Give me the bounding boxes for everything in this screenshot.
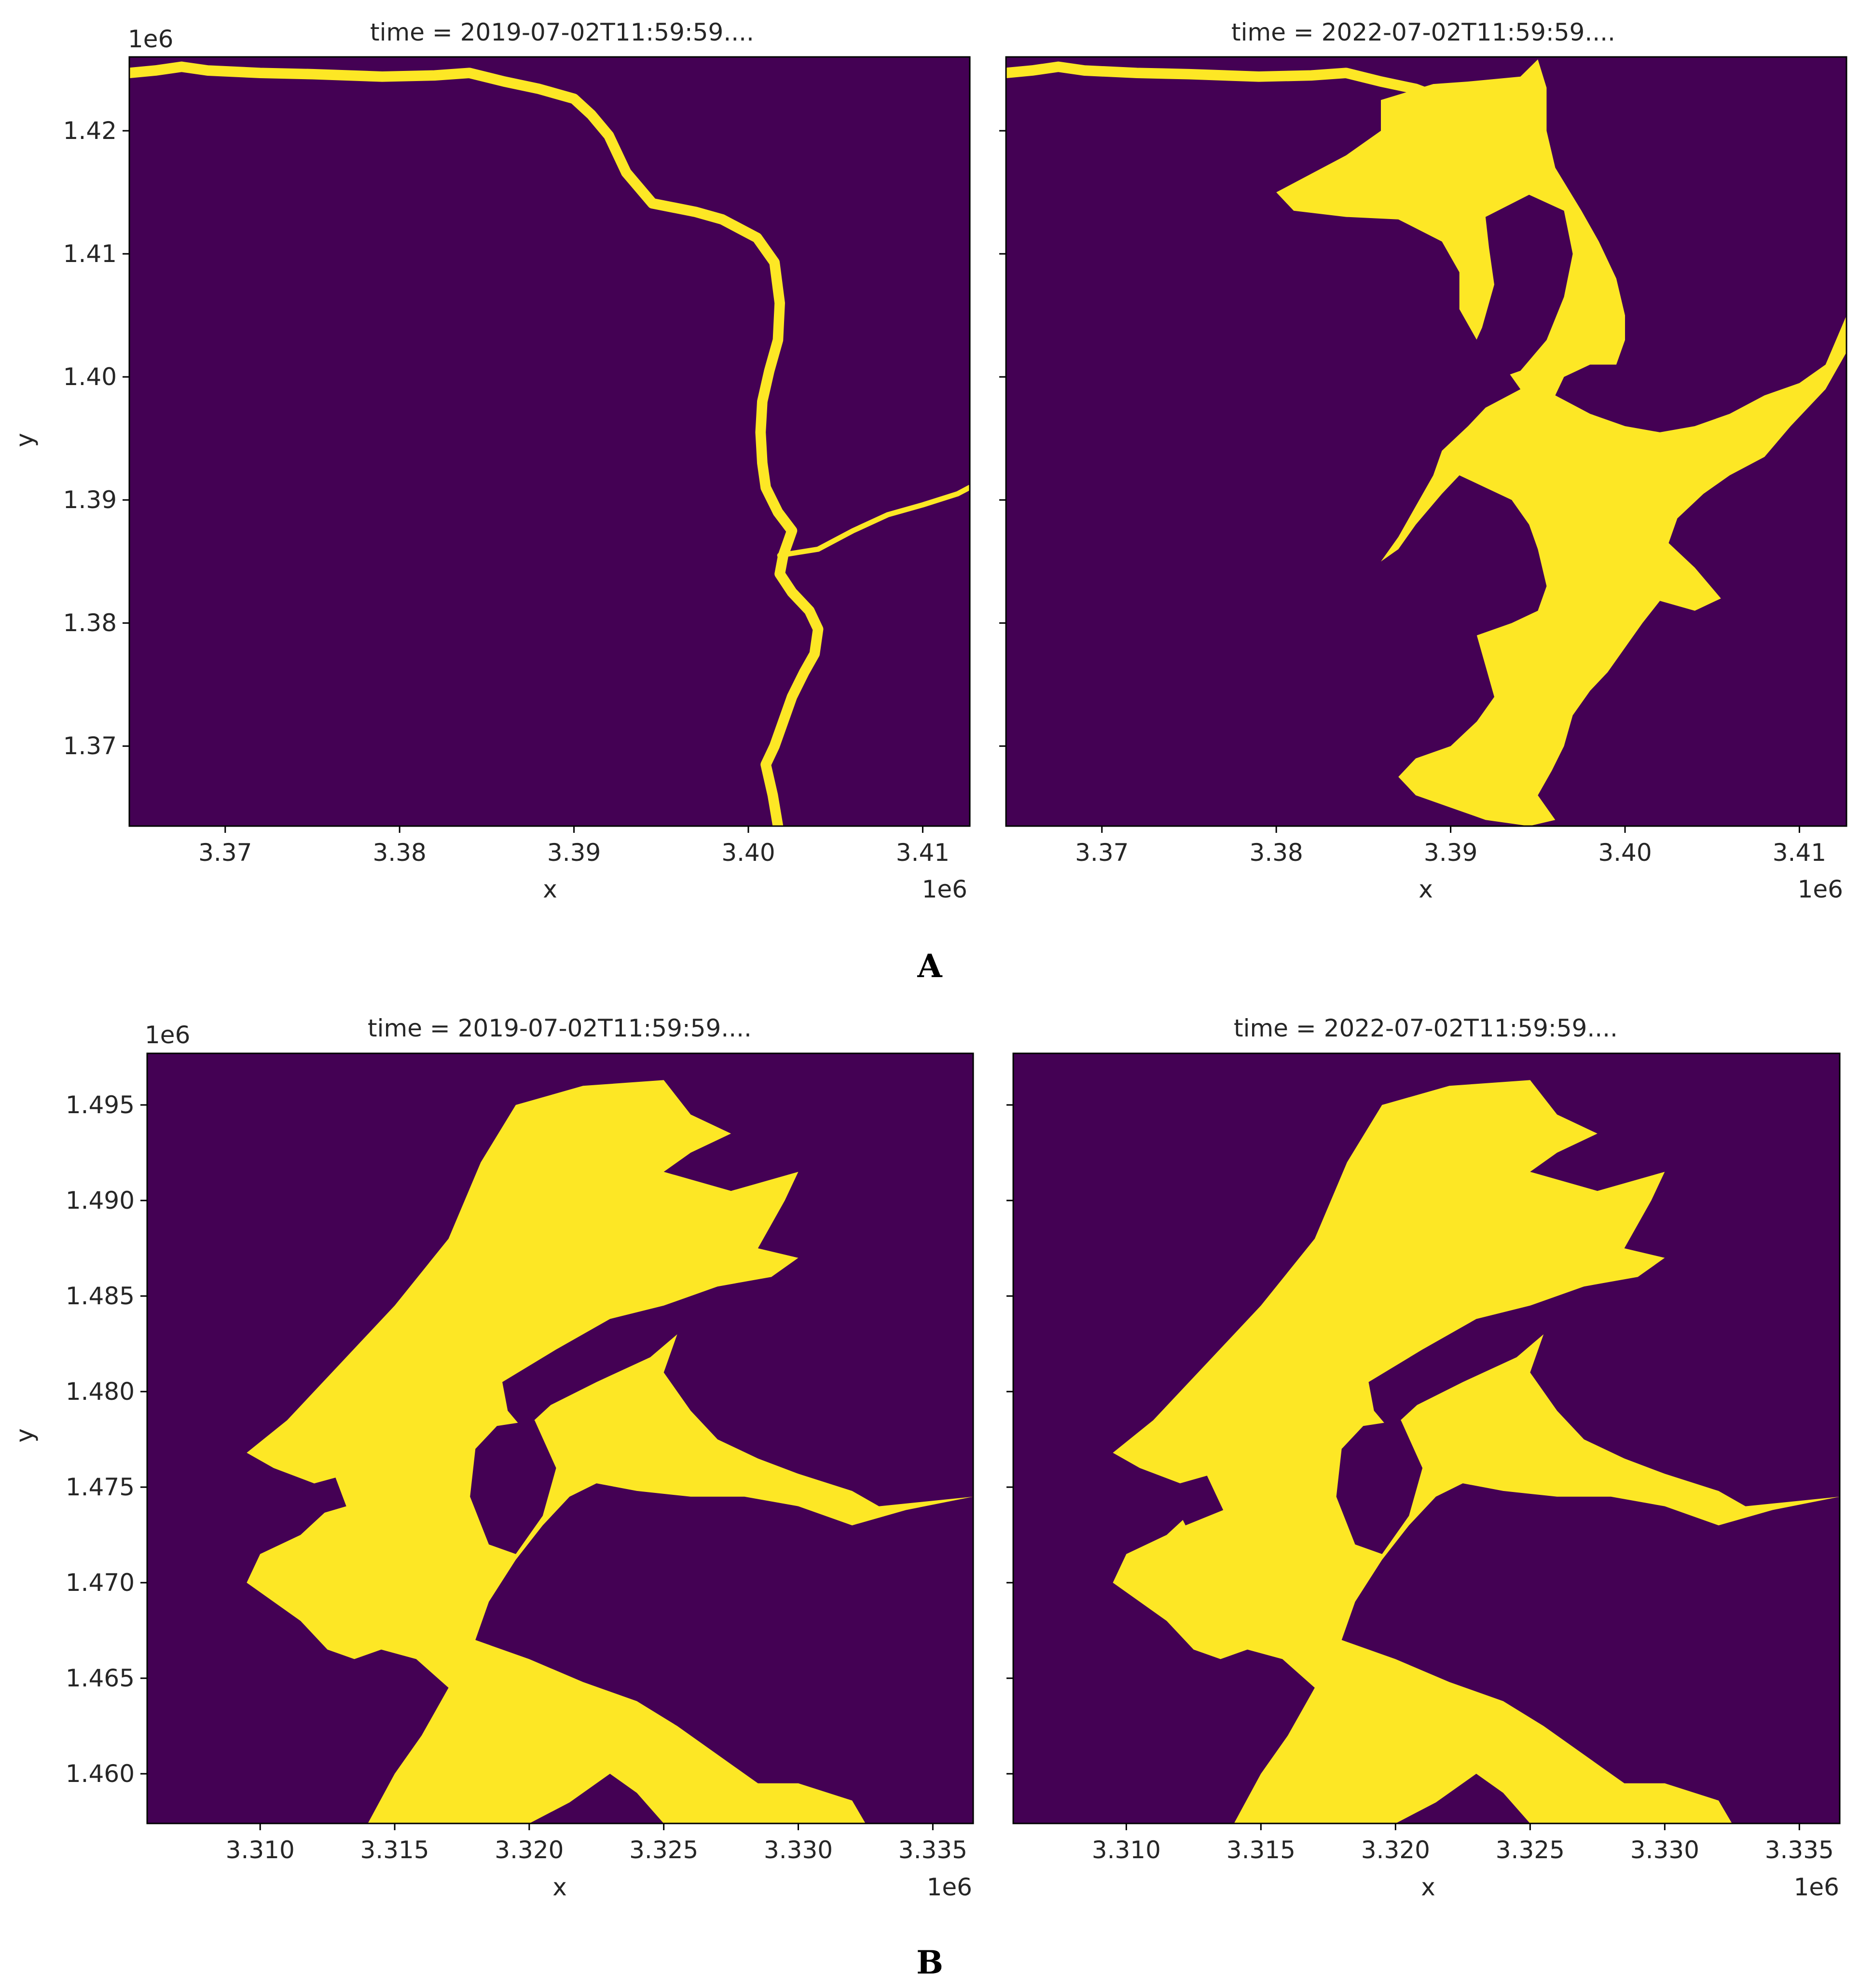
river-channel xyxy=(1006,61,1447,104)
x-tick-label: 3.325 xyxy=(629,1836,698,1864)
x-tick-label: 3.325 xyxy=(1496,1836,1565,1864)
x-tick-label: 3.39 xyxy=(547,839,601,867)
y-tick-label: 1.490 xyxy=(66,1187,135,1215)
chart-a-2022: time = 2022-07-02T11:59:59.... x 1e6 3.3… xyxy=(999,18,1847,903)
x-tick-label: 3.315 xyxy=(360,1836,429,1864)
x-tick-label: 3.41 xyxy=(1773,839,1826,867)
x-tick-label: 3.335 xyxy=(1765,1836,1834,1864)
x-axis-label: x xyxy=(543,875,557,903)
river-channel xyxy=(129,61,824,826)
x-tick-label: 3.40 xyxy=(721,839,775,867)
land-island xyxy=(300,1477,346,1516)
x-axis-label: x xyxy=(552,1873,567,1901)
y-tick-label: 1.460 xyxy=(66,1760,135,1788)
x-tick-label: 3.320 xyxy=(1361,1836,1430,1864)
x-tick-label: 3.39 xyxy=(1424,839,1477,867)
x-tick-label: 3.38 xyxy=(373,839,427,867)
water-mask xyxy=(247,1080,973,1823)
land-island xyxy=(1395,1577,1417,1606)
x-axis-label: x xyxy=(1419,875,1433,903)
x-offset-label: 1e6 xyxy=(927,1873,972,1901)
x-tick-label: 3.330 xyxy=(1630,1836,1699,1864)
y-tick-label: 1.40 xyxy=(63,363,117,391)
x-tick-label: 3.40 xyxy=(1598,839,1652,867)
x-tick-label: 3.41 xyxy=(896,839,950,867)
y-tick-label: 1.37 xyxy=(63,732,117,760)
y-axis-label: y xyxy=(11,1428,39,1443)
plot-frame xyxy=(1012,1052,1841,1824)
plot-frame xyxy=(128,56,971,827)
plot-frame xyxy=(146,1052,974,1824)
x-tick-label: 3.335 xyxy=(898,1836,967,1864)
land-island xyxy=(1167,1476,1224,1526)
land-island xyxy=(470,1420,556,1554)
land-island xyxy=(1336,1420,1423,1554)
land-background xyxy=(129,57,970,826)
water-body xyxy=(1276,59,1846,826)
x-tick-label: 3.310 xyxy=(1092,1836,1161,1864)
x-tick-label: 3.310 xyxy=(226,1836,295,1864)
water-mask xyxy=(129,61,970,826)
y-tick-label: 1.41 xyxy=(63,240,117,268)
river-channel xyxy=(777,484,970,558)
chart-b-2022: time = 2022-07-02T11:59:59.... x 1e6 3.3… xyxy=(1006,1014,1841,1901)
panel-label-b: B xyxy=(916,1944,943,1981)
water-body xyxy=(1113,1080,1840,1823)
y-tick-label: 1.480 xyxy=(66,1378,135,1406)
panel-label-a: A xyxy=(917,947,942,985)
x-axis-label: x xyxy=(1421,1873,1435,1901)
y-tick-label: 1.495 xyxy=(66,1091,135,1119)
chart-title: time = 2019-07-02T11:59:59.... xyxy=(370,18,754,46)
y-tick-label: 1.38 xyxy=(63,609,117,637)
x-tick-label: 3.38 xyxy=(1250,839,1303,867)
x-offset-label: 1e6 xyxy=(1794,1873,1839,1901)
chart-title: time = 2022-07-02T11:59:59.... xyxy=(1231,18,1615,46)
plot-frame xyxy=(1005,56,1847,827)
y-axis-label: y xyxy=(11,433,39,447)
y-tick-label: 1.42 xyxy=(63,117,117,145)
y-tick-label: 1.465 xyxy=(66,1664,135,1692)
x-tick-label: 3.37 xyxy=(198,839,252,867)
chart-b-2019: time = 2019-07-02T11:59:59.... 1e6 y x 1… xyxy=(11,1014,974,1901)
x-tick-label: 3.315 xyxy=(1226,1836,1295,1864)
water-body xyxy=(247,1080,973,1823)
y-tick-label: 1.475 xyxy=(66,1473,135,1501)
chart-title: time = 2022-07-02T11:59:59.... xyxy=(1234,1014,1618,1042)
y-tick-label: 1.470 xyxy=(66,1569,135,1597)
water-mask xyxy=(1113,1080,1840,1823)
chart-title: time = 2019-07-02T11:59:59.... xyxy=(368,1014,752,1042)
x-offset-label: 1e6 xyxy=(1798,875,1843,903)
x-offset-label: 1e6 xyxy=(922,875,967,903)
y-offset-label: 1e6 xyxy=(128,25,173,53)
land-island xyxy=(1468,194,1573,383)
y-offset-label: 1e6 xyxy=(145,1021,190,1049)
y-tick-label: 1.39 xyxy=(63,486,117,514)
water-mask xyxy=(1006,59,1846,826)
x-tick-label: 3.37 xyxy=(1075,839,1129,867)
chart-a-2019: time = 2019-07-02T11:59:59.... 1e6 y x 1… xyxy=(11,18,971,903)
x-tick-label: 3.330 xyxy=(764,1836,833,1864)
x-tick-label: 3.320 xyxy=(495,1836,564,1864)
y-tick-label: 1.485 xyxy=(66,1282,135,1310)
